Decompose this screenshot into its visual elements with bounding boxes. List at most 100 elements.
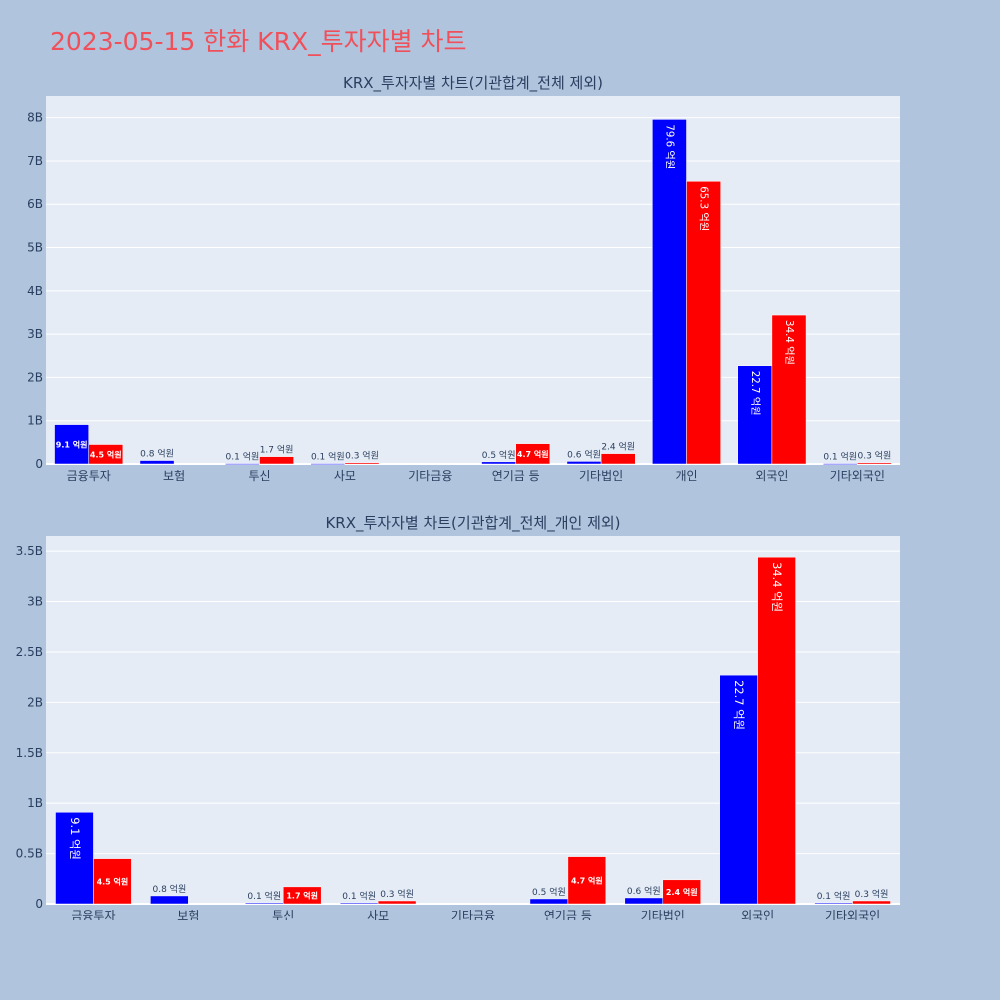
data-label: 4.5 억원 [90,449,122,459]
data-label: 22.7 억원 [749,371,761,416]
x-tick-label: 기타법인 [641,909,685,920]
x-tick-label: 기타법인 [579,469,623,483]
y-tick-label: 2B [27,370,43,384]
data-label: 22.7 억원 [732,680,746,730]
bar [771,314,807,465]
y-tick-label: 0 [35,457,43,471]
bar [652,119,687,465]
y-tick-label: 3B [27,595,43,609]
bar [624,897,664,905]
bar [310,463,346,465]
x-tick-label: 금융투자 [67,469,111,483]
chart-title: KRX_투자자별 차트(기관합계_전체 제외) [343,74,603,93]
data-label: 4.7 억원 [517,449,549,459]
data-label: 34.4 억원 [770,562,784,612]
bar [662,879,701,905]
bar [282,886,322,905]
data-label: 0.5 억원 [532,886,566,898]
bar [529,898,569,905]
data-label: 4.7 억원 [571,875,603,885]
x-tick-label: 투신 [248,469,270,483]
data-label: 0.8 억원 [140,448,174,460]
bar [259,456,294,465]
y-tick-label: 1B [27,796,43,810]
bar [139,460,175,465]
data-label: 65.3 억원 [698,186,710,231]
bar [737,365,773,465]
x-tick-label: 금융투자 [71,909,115,920]
data-label: 0.1 억원 [342,890,376,902]
x-tick-label: 기타외국인 [830,469,885,483]
data-label: 0.5 억원 [482,449,516,461]
bar [852,900,891,905]
bar [757,556,796,905]
data-label: 34.4 억원 [783,320,795,365]
x-tick-label: 외국인 [741,909,774,920]
x-tick-label: 개인 [675,469,697,483]
data-label: 9.1 억원 [68,817,82,860]
data-label: 0.3 억원 [345,450,379,462]
y-tick-label: 0 [35,897,43,911]
y-tick-label: 1.5B [16,746,43,760]
data-label: 1.7 억원 [260,444,294,456]
data-label: 0.6 억원 [627,885,661,897]
data-label: 0.1 억원 [817,890,851,902]
chart-individuals-excluded: KRX_투자자별 차트(기관합계_전체_개인 제외) 0 0.5B 1B 1.5B 2B 2… [16,514,900,920]
bar [481,461,516,465]
y-tick-label: 2B [27,695,43,709]
bar [55,812,94,905]
y-tick-label: 3.5B [16,544,43,558]
data-label: 4.5 억원 [97,876,129,886]
x-tick-label: 연기금 등 [544,909,592,920]
data-label: 2.4 억원 [666,887,698,897]
x-tick-label: 투신 [272,909,294,920]
data-label: 79.6 억원 [663,124,675,169]
data-label: 0.1 억원 [823,451,857,463]
y-tick-label: 1B [27,414,43,428]
bar [515,443,551,465]
x-tick-label: 기타금융 [408,469,452,483]
bar [686,181,721,465]
data-label: 0.3 억원 [858,450,892,462]
x-tick-label: 보험 [177,909,199,920]
bar [822,463,858,465]
y-tick-label: 3B [27,327,43,341]
bar [814,902,853,905]
data-label: 0.1 억원 [247,890,281,902]
data-label: 2.4 억원 [601,441,635,453]
bar [377,900,417,905]
bar [150,895,189,905]
bar [600,453,636,465]
data-label: 1.7 억원 [286,890,318,900]
x-tick-label: 사모 [334,469,356,483]
bar [93,858,132,905]
x-tick-label: 보험 [163,469,185,483]
x-tick-label: 연기금 등 [492,469,540,483]
data-label: 0.3 억원 [855,888,889,900]
y-tick-label: 6B [27,197,43,211]
bar [225,463,260,465]
chart-title: KRX_투자자별 차트(기관합계_전체_개인 제외) [325,514,620,533]
y-tick-label: 8B [27,111,43,125]
bar [344,462,380,465]
page-title: 2023-05-15 한화 KRX_투자자별 차트 [50,27,467,56]
chart-individuals-included: KRX_투자자별 차트(기관합계_전체 제외) 0 1B 2B 3B 4B 5B 6B 7B 8B… [27,74,900,483]
bar [857,462,892,465]
y-tick-label: 2.5B [16,645,43,659]
y-tick-label: 4B [27,284,43,298]
data-label: 0.6 억원 [567,448,601,460]
bar [88,444,124,465]
bar [54,424,89,465]
bar [567,856,607,905]
bar [566,461,602,465]
x-tick-label: 기타금융 [451,909,495,920]
bar [245,902,284,905]
data-label: 0.1 억원 [226,451,260,463]
data-label: 0.3 억원 [380,888,414,900]
y-tick-label: 0.5B [16,847,43,861]
x-tick-label: 기타외국인 [825,909,880,920]
y-tick-label: 7B [27,154,43,168]
x-tick-label: 외국인 [755,469,788,483]
data-label: 0.8 억원 [152,883,186,895]
y-tick-label: 5B [27,241,43,255]
